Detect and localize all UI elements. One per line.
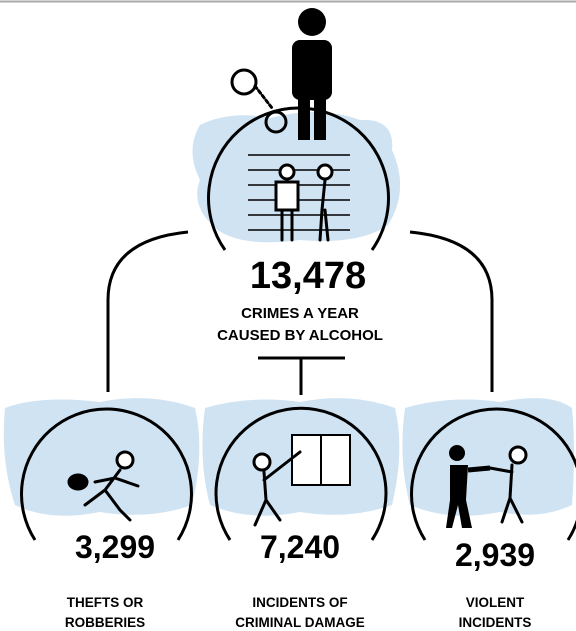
thief-icon: [67, 450, 140, 522]
node-label: INCIDENTS OF: [252, 595, 347, 610]
node-circle: [20, 407, 193, 541]
node-label: CRIMINAL DAMAGE: [235, 615, 365, 630]
main-label: CAUSED BY ALCOHOL: [217, 327, 383, 344]
node-circle: [214, 406, 388, 541]
main-value: 13,478: [250, 255, 366, 297]
cloud: [402, 398, 574, 516]
node-value: 2,939: [455, 537, 535, 573]
main-label: CRIMES A YEAR: [241, 305, 359, 322]
node-circle: [410, 407, 576, 541]
node-label: ROBBERIES: [65, 615, 145, 630]
node-label: INCIDENTS: [459, 615, 532, 630]
cloud: [3, 398, 200, 516]
suspects-icon: [274, 163, 334, 242]
connector: [106, 230, 189, 392]
node-value: 7,240: [260, 529, 340, 565]
node-label: VIOLENT: [466, 595, 525, 610]
node-label: THEFTS OR: [67, 595, 144, 610]
fight-icon: [446, 445, 528, 528]
vandal-icon: [252, 434, 351, 527]
officer-icon: [230, 8, 332, 140]
cloud: [192, 111, 401, 243]
connector: [409, 230, 494, 392]
node-value: 3,299: [75, 529, 155, 565]
